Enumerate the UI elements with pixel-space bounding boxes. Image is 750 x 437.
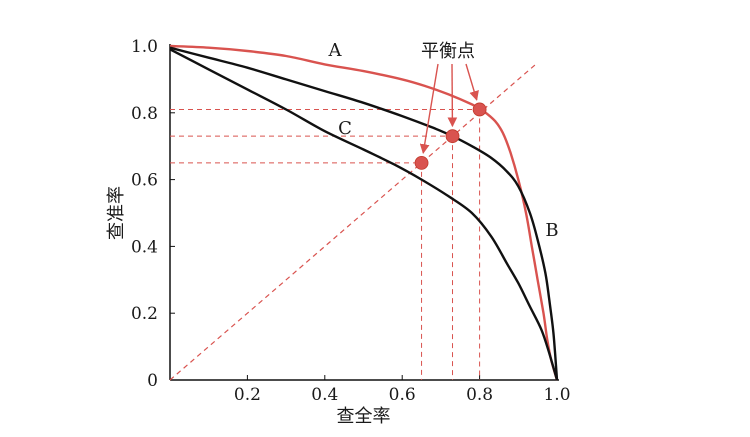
curves [169, 44, 559, 381]
y-tick-label: 0.4 [131, 237, 158, 257]
curve-a [169, 44, 559, 381]
curve-label-b: B [545, 220, 558, 241]
curve-c [169, 48, 559, 381]
curve-b [169, 46, 559, 381]
annotation-arrow [465, 63, 479, 101]
equilibrium-point-c [414, 155, 429, 170]
x-tick-label: 0.8 [466, 385, 493, 405]
curve-label-a: A [328, 40, 343, 61]
equilibrium-point-b [445, 129, 460, 144]
annotation-label: 平衡点 [421, 41, 475, 62]
annotation-arrow [419, 63, 439, 155]
x-tick-label: 1.0 [543, 385, 570, 405]
curve-label-c: C [338, 118, 352, 139]
y-axis-title: 查准率 [106, 186, 127, 240]
y-tick-label: 1.0 [131, 37, 158, 57]
y-tick-label: 0 [147, 371, 158, 391]
y-tick-label: 0.8 [131, 104, 158, 124]
x-tick-label: 0.4 [311, 385, 338, 405]
axes: 0.2 0.4 0.6 0.8 1.0 0 0.2 0.4 0.6 0.8 1.0 查全率 查准率 [106, 37, 571, 427]
y-tick-label: 0.6 [131, 171, 158, 191]
x-tick-label: 0.2 [234, 385, 261, 405]
equilibrium-guides [169, 62, 539, 381]
equilibrium-point-a [472, 102, 487, 117]
x-tick-label: 0.6 [389, 385, 416, 405]
equilibrium-markers [414, 102, 487, 170]
x-axis-title: 查全率 [337, 406, 391, 427]
y-tick-label: 0.2 [131, 304, 158, 324]
labels: A B C 平衡点 [328, 40, 559, 241]
